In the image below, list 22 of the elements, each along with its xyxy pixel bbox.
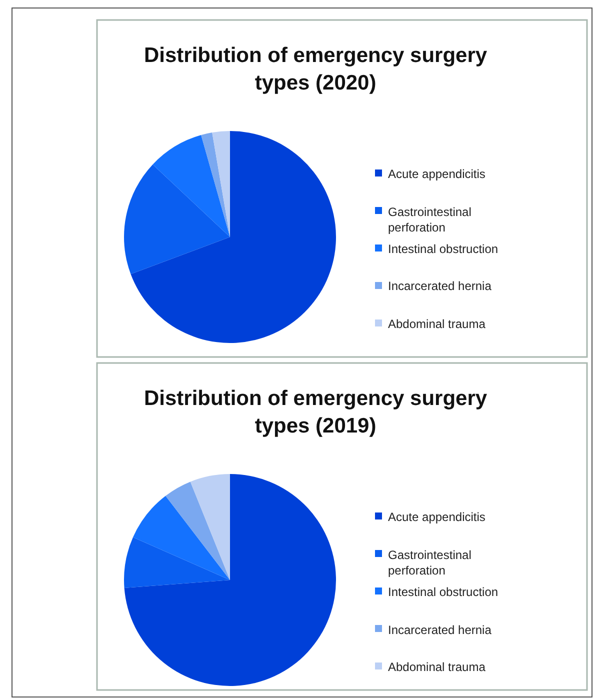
chart-title: Distribution of emergency surgery types (2020) xyxy=(144,44,488,94)
pie-slice xyxy=(212,131,230,237)
legend-label: Incarcerated hernia xyxy=(388,623,492,637)
legend-label: Acute appendicitis xyxy=(388,510,486,524)
pie-slice xyxy=(124,164,230,274)
pie-slice xyxy=(201,132,230,237)
pie-slice xyxy=(124,537,230,588)
pie-slice xyxy=(166,482,230,580)
pie-slice xyxy=(132,496,230,580)
pie-slice xyxy=(190,474,230,580)
pie-slice xyxy=(130,131,336,343)
legend-label: Gastrointestinal perforation xyxy=(388,205,472,235)
legend-label: Abdominal trauma xyxy=(388,660,486,674)
legend-label: Abdominal trauma xyxy=(388,317,486,331)
legend-label: Intestinal obstruction xyxy=(388,242,498,256)
legend-label: Acute appendicitis xyxy=(388,167,486,181)
pie-slice xyxy=(152,135,230,237)
chart-title: Distribution of emergency surgery types (2019) xyxy=(144,387,488,438)
legend-label: Gastrointestinal perforation xyxy=(388,548,472,578)
pie-slice xyxy=(124,474,336,686)
legend-label: Intestinal obstruction xyxy=(388,585,498,599)
legend-label: Incarcerated hernia xyxy=(388,279,492,293)
